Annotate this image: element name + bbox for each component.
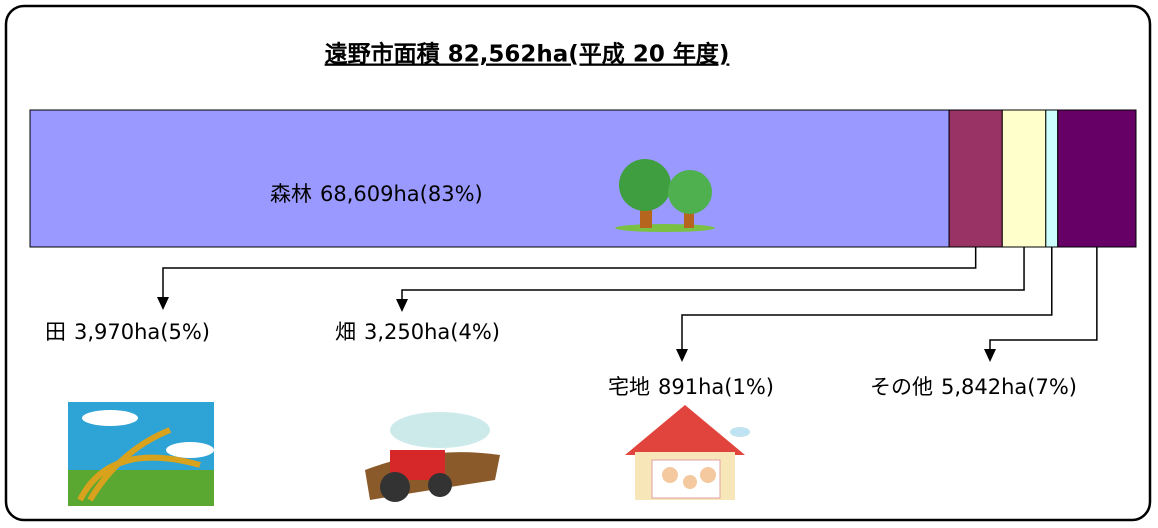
segment-label: 森林 68,609ha(83%) [270, 182, 483, 206]
connector [681, 247, 1053, 350]
house-icon [625, 405, 750, 500]
segment-label: 畑 3,250ha(4%) [335, 320, 500, 344]
category-name: その他 [870, 375, 933, 399]
connector [162, 247, 977, 298]
bar-segment [29, 109, 950, 248]
connector [401, 247, 1025, 300]
category-name: 畑 [335, 320, 356, 344]
bar-segment [1001, 109, 1047, 248]
share-label: (4%) [450, 320, 500, 344]
value-label: 3,970ha [74, 320, 160, 344]
value-label: 891ha [658, 375, 724, 399]
bar-segment [1057, 109, 1137, 248]
arrowhead [396, 299, 408, 312]
value-label: 5,842ha [941, 375, 1027, 399]
segment-label: その他 5,842ha(7%) [870, 375, 1077, 399]
share-label: (83%) [420, 182, 483, 206]
chart-title: 遠野市面積 82,562ha(平成 20 年度) [325, 41, 730, 68]
value-label: 68,609ha [320, 182, 420, 206]
bar-segment [1045, 109, 1059, 248]
connector [989, 247, 1098, 350]
bar-segment [948, 109, 1003, 248]
share-label: (5%) [160, 320, 210, 344]
category-name: 宅地 [608, 375, 650, 399]
value-label: 3,250ha [364, 320, 450, 344]
category-name: 森林 [270, 182, 312, 206]
share-label: (7%) [1027, 375, 1077, 399]
rice-icon [68, 402, 214, 506]
segment-label: 宅地 891ha(1%) [608, 375, 774, 399]
segment-label: 田 3,970ha(5%) [45, 320, 210, 344]
arrowhead [676, 349, 688, 362]
tree-icon [615, 159, 715, 232]
arrowhead [157, 297, 169, 310]
arrowhead [984, 349, 996, 362]
icons [68, 159, 750, 506]
connectors [157, 247, 1098, 362]
category-name: 田 [45, 320, 66, 344]
tractor-icon [365, 412, 500, 502]
share-label: (1%) [724, 375, 774, 399]
